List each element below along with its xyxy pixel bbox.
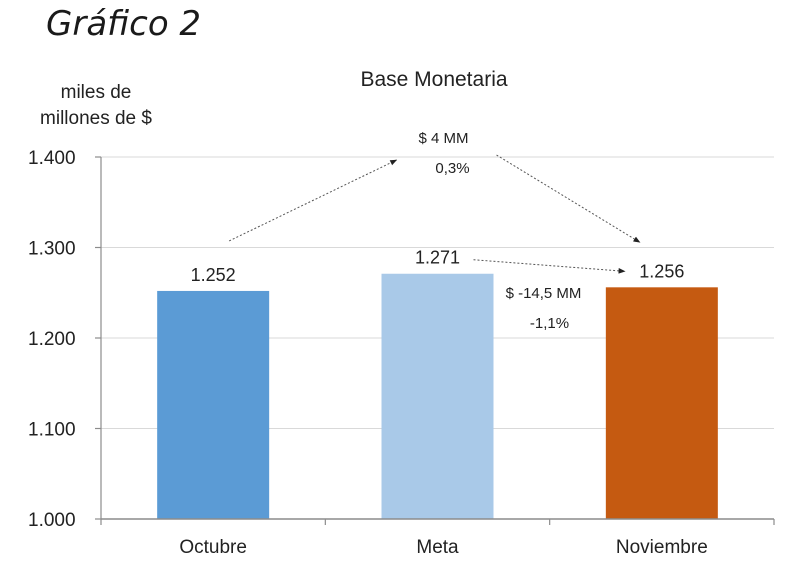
x-axis-labels: Octubre Meta Noviembre (100, 519, 775, 558)
bar-noviembre (605, 287, 718, 519)
arrow-down (496, 154, 641, 243)
arrow-up (228, 159, 398, 242)
y-tick-label: 1.200 (28, 329, 76, 350)
chart-title: Base Monetaria (360, 68, 507, 91)
annotation-2-percent: -1,1% (530, 315, 569, 332)
figure-heading: Gráfico 2 (46, 4, 202, 44)
annotation-1-amount: $ 4 MM (418, 130, 468, 147)
y-tick-label: 1.000 (28, 510, 76, 531)
y-axis-label-line-2: millones de $ (40, 108, 152, 129)
bar-octubre (157, 290, 270, 519)
annotation-1-percent: 0,3% (435, 160, 469, 177)
x-tick-label: Noviembre (616, 537, 708, 558)
arrow-meta-to-noviembre (473, 259, 626, 274)
x-tick-label: Octubre (179, 537, 247, 558)
y-axis-label-line-1: miles de (61, 82, 132, 103)
data-labels: 1.252 1.271 1.256 (191, 248, 685, 285)
annotation-2-amount: $ -14,5 MM (506, 285, 582, 302)
bars (157, 273, 718, 519)
annotations: $ 4 MM 0,3% $ -14,5 MM -1,1% (418, 130, 581, 332)
data-label: 1.271 (415, 248, 460, 268)
x-tick-label: Meta (416, 537, 459, 558)
y-tick-label: 1.400 (28, 148, 76, 169)
bar-meta (381, 273, 494, 519)
data-label: 1.256 (639, 261, 684, 281)
y-tick-label: 1.300 (28, 239, 76, 260)
y-tick-label: 1.100 (28, 420, 76, 441)
data-label: 1.252 (191, 265, 236, 285)
y-axis-ticks: 1.000 1.100 1.200 1.300 1.400 (28, 148, 102, 531)
annotation-arrows (228, 154, 641, 274)
